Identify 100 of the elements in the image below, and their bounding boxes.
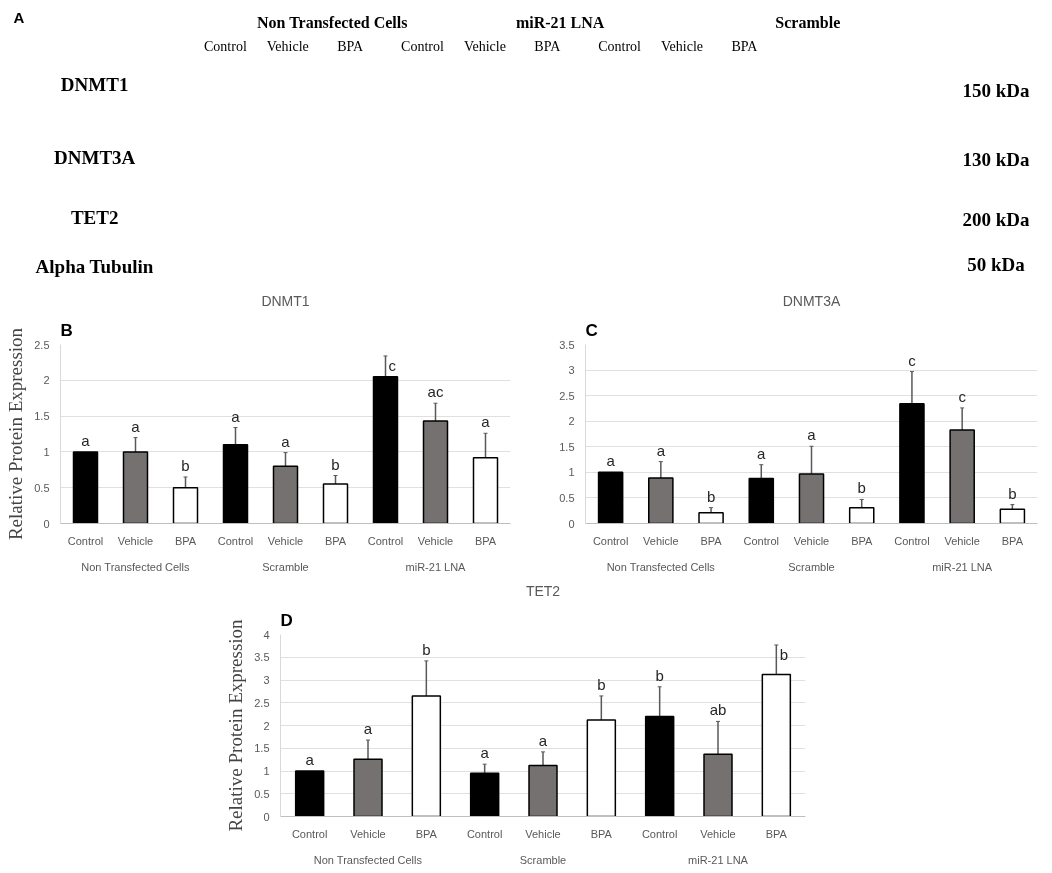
x-tick-label: Control <box>466 827 503 840</box>
text: Vehicle <box>661 38 703 54</box>
data-label: a <box>757 444 767 462</box>
data-label: ab <box>709 701 727 719</box>
data-label: a <box>131 417 141 435</box>
y-axis-title: Relative Protein Expression <box>225 618 247 832</box>
text: Non Transfected Cells <box>81 560 191 573</box>
text: miR-21 LNA <box>405 560 467 573</box>
text: Control <box>204 38 247 54</box>
y-tick-label: 1 <box>263 765 270 777</box>
y-tick-label: 2.5 <box>254 696 270 709</box>
data-label: a <box>363 720 373 738</box>
x-tick-label: Control <box>291 827 328 840</box>
text: miR-21 LNA <box>932 560 993 573</box>
text: C <box>585 320 598 340</box>
text: Alpha Tubulin <box>35 255 154 277</box>
y-tick-label: 3.5 <box>559 338 575 351</box>
text: Scramble <box>788 560 835 573</box>
y-tick-label: 3 <box>263 674 270 686</box>
text: A <box>13 8 25 26</box>
y-tick-label: 2 <box>43 374 50 387</box>
y-tick-label: 0 <box>568 517 575 530</box>
data-label: a <box>81 431 91 449</box>
x-tick-label: Vehicle <box>117 534 154 547</box>
text: miR-21 LNA <box>688 853 749 866</box>
text: Non Transfected Cells <box>313 853 423 866</box>
x-tick-label: BPA <box>765 827 788 840</box>
data-label: b <box>1008 484 1017 502</box>
text: Scramble <box>775 14 841 32</box>
x-tick-label: Vehicle <box>417 534 454 547</box>
data-label: a <box>281 432 291 450</box>
y-tick-label: 2.5 <box>559 389 575 402</box>
text: BPA <box>337 38 365 54</box>
chart-title: DNMT1 <box>261 292 310 309</box>
x-tick-label: Control <box>217 534 254 547</box>
text: BPA <box>534 38 562 54</box>
text: Vehicle <box>463 38 506 54</box>
data-label: b <box>597 675 606 693</box>
text: 150 kDa <box>962 79 1031 101</box>
y-tick-label: 0 <box>263 810 270 823</box>
chart-title: DNMT3A <box>782 292 841 309</box>
x-tick-label: Control <box>641 827 678 840</box>
data-label: a <box>807 426 817 444</box>
text: Control <box>598 38 642 54</box>
y-tick-label: 1 <box>43 445 50 458</box>
x-tick-label: BPA <box>474 534 497 547</box>
y-tick-label: 0 <box>43 517 50 530</box>
x-tick-label: BPA <box>174 534 197 547</box>
data-label: a <box>606 452 616 470</box>
x-tick-label: Vehicle <box>350 827 386 840</box>
data-label: ac <box>427 383 444 401</box>
text: 50 kDa <box>967 253 1026 275</box>
text: 130 kDa <box>962 149 1031 171</box>
data-label: b <box>706 487 716 505</box>
y-tick-label: 1.5 <box>254 742 270 755</box>
x-tick-label: Control <box>67 534 104 547</box>
data-label: a <box>481 413 491 431</box>
y-tick-label: 1.5 <box>34 410 50 423</box>
x-tick-label: BPA <box>700 534 723 547</box>
y-tick-label: 1.5 <box>559 440 575 453</box>
text: DNMT3A <box>54 147 136 169</box>
x-tick-label: Vehicle <box>700 827 736 840</box>
text: TET2 <box>70 207 119 229</box>
data-label: b <box>422 640 431 658</box>
y-tick-label: 1 <box>568 466 575 479</box>
x-tick-label: BPA <box>590 827 613 840</box>
text: Scramble <box>519 853 567 866</box>
x-tick-label: Vehicle <box>793 534 830 547</box>
y-tick-label: 3 <box>568 364 575 377</box>
data-label: c <box>958 387 967 405</box>
text: B <box>60 320 73 340</box>
text: Scramble <box>262 560 309 573</box>
text: 200 kDa <box>962 209 1031 231</box>
x-tick-label: Control <box>743 534 780 547</box>
data-label: a <box>231 407 241 425</box>
x-tick-label: Control <box>367 534 404 547</box>
y-tick-label: 2 <box>568 415 575 428</box>
text: BPA <box>731 38 759 54</box>
y-tick-label: 4 <box>263 628 270 641</box>
data-label: c <box>908 351 917 369</box>
y-tick-label: 3.5 <box>254 651 270 664</box>
y-tick-label: 0.5 <box>254 787 270 800</box>
data-label: b <box>655 666 664 684</box>
data-label: a <box>305 751 315 768</box>
text: DNMT1 <box>60 74 129 96</box>
text: Non Transfected Cells <box>606 560 716 573</box>
text: Control <box>401 38 444 54</box>
y-tick-label: 0.5 <box>34 481 50 494</box>
data-label: a <box>656 441 666 459</box>
text: miR-21 LNA <box>515 14 605 32</box>
text: Vehicle <box>266 38 309 54</box>
x-tick-label: Vehicle <box>643 534 679 547</box>
y-axis-title: Relative Protein Expression <box>5 327 27 541</box>
x-tick-label: Control <box>592 534 629 547</box>
x-tick-label: BPA <box>1001 534 1024 547</box>
text: Non Transfected Cells <box>256 14 408 32</box>
text: D <box>280 610 293 630</box>
chart-title: TET2 <box>525 582 561 599</box>
y-tick-label: 2 <box>263 719 270 732</box>
x-tick-label: Vehicle <box>267 534 304 547</box>
